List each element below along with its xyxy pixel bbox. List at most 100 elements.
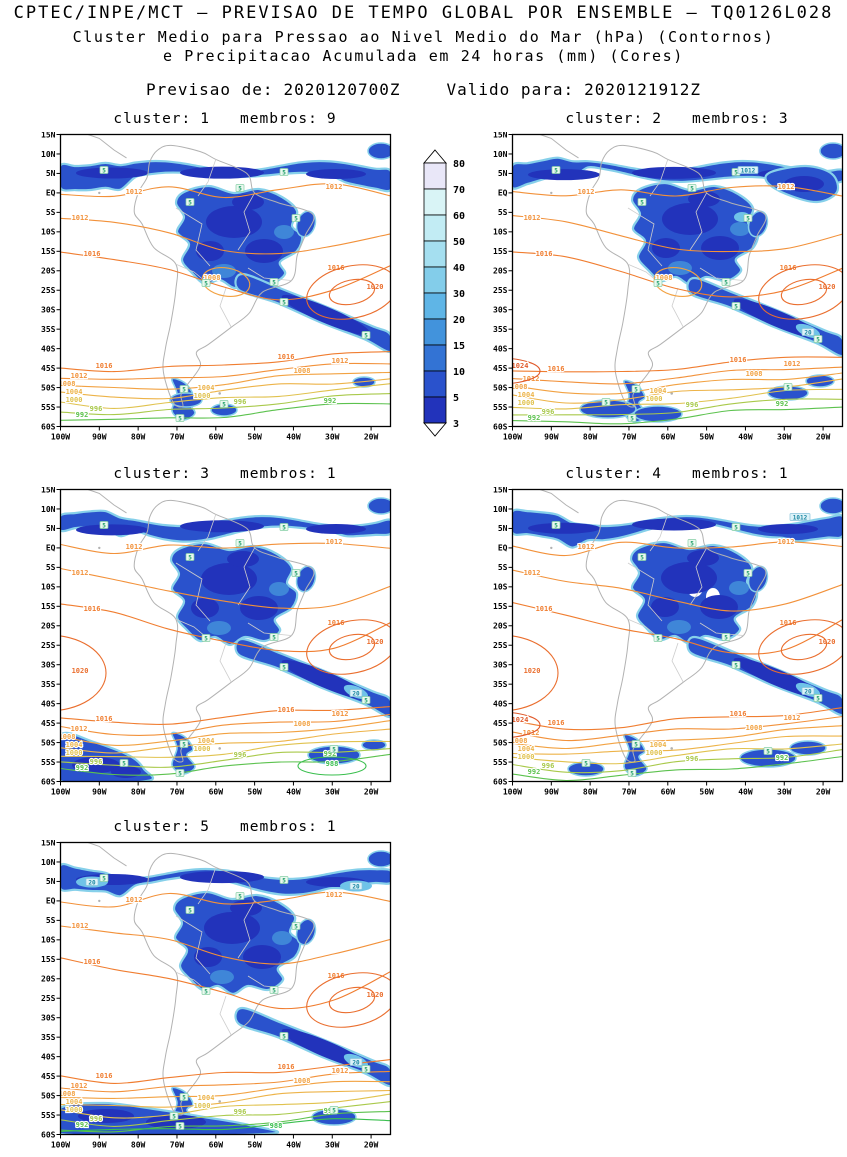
svg-text:10N: 10N	[493, 505, 508, 514]
svg-text:50S: 50S	[41, 738, 56, 747]
svg-text:5: 5	[182, 1094, 186, 1101]
svg-text:1016: 1016	[780, 264, 797, 272]
svg-text:80W: 80W	[131, 788, 146, 797]
map-frame	[59, 133, 392, 428]
svg-text:25S: 25S	[493, 641, 508, 650]
panel-cluster-4: cluster: 4 membros: 1 1012 1012 1012 1016 1016 1…	[486, 463, 846, 803]
map-frame	[511, 488, 844, 783]
svg-text:1016: 1016	[84, 250, 101, 258]
svg-text:55S: 55S	[493, 758, 508, 767]
svg-text:5: 5	[630, 770, 634, 777]
svg-text:60W: 60W	[209, 1141, 224, 1150]
svg-text:50W: 50W	[247, 788, 262, 797]
svg-text:15: 15	[453, 341, 465, 352]
svg-text:1016: 1016	[96, 362, 113, 370]
svg-text:90W: 90W	[544, 433, 559, 442]
svg-text:90W: 90W	[544, 788, 559, 797]
cluster-value: 5	[200, 819, 210, 835]
svg-text:70W: 70W	[622, 788, 637, 797]
svg-text:5: 5	[282, 664, 286, 671]
membros-value: 1	[326, 466, 337, 482]
svg-text:5S: 5S	[498, 563, 508, 572]
svg-text:5: 5	[102, 522, 106, 529]
svg-text:5: 5	[182, 741, 186, 748]
svg-text:80W: 80W	[583, 788, 598, 797]
init-time-value: 2020120700Z	[283, 80, 401, 99]
svg-text:40S: 40S	[41, 344, 56, 353]
svg-text:60S: 60S	[493, 422, 508, 431]
svg-text:1012: 1012	[778, 183, 795, 191]
svg-text:10N: 10N	[41, 858, 56, 867]
svg-text:50W: 50W	[247, 1141, 262, 1150]
svg-text:15S: 15S	[493, 247, 508, 256]
svg-text:5: 5	[178, 415, 182, 422]
svg-text:992: 992	[324, 397, 337, 405]
svg-text:5: 5	[584, 760, 588, 767]
svg-text:70W: 70W	[170, 433, 185, 442]
membros-value: 1	[778, 466, 789, 482]
svg-text:35S: 35S	[493, 325, 508, 334]
svg-text:60S: 60S	[41, 1130, 56, 1139]
svg-text:30S: 30S	[493, 306, 508, 315]
svg-text:1008: 1008	[294, 720, 311, 728]
svg-text:1004: 1004	[650, 387, 667, 395]
svg-text:5: 5	[332, 746, 336, 753]
svg-text:1004: 1004	[650, 741, 667, 749]
svg-text:5: 5	[634, 741, 638, 748]
svg-text:996: 996	[234, 751, 247, 759]
cluster-value: 3	[200, 466, 210, 482]
svg-text:EQ: EQ	[498, 189, 508, 198]
svg-text:5: 5	[294, 215, 298, 222]
svg-text:1012: 1012	[578, 188, 595, 196]
membros-label: membros:	[240, 466, 318, 482]
svg-text:1012: 1012	[326, 538, 343, 546]
svg-text:1016: 1016	[96, 715, 113, 723]
svg-text:25S: 25S	[41, 994, 56, 1003]
svg-text:1012: 1012	[71, 725, 88, 733]
svg-text:40S: 40S	[41, 699, 56, 708]
svg-text:5: 5	[282, 169, 286, 176]
svg-text:15N: 15N	[493, 487, 508, 494]
svg-text:5: 5	[453, 393, 459, 404]
svg-text:1016: 1016	[278, 1063, 295, 1071]
svg-text:40S: 40S	[41, 1052, 56, 1061]
svg-text:10N: 10N	[493, 150, 508, 159]
svg-text:1008: 1008	[511, 383, 528, 391]
map-frame	[59, 488, 392, 783]
valid-time-value: 2020121912Z	[584, 80, 702, 99]
svg-text:1016: 1016	[548, 365, 565, 373]
svg-text:5: 5	[766, 748, 770, 755]
svg-text:5: 5	[282, 299, 286, 306]
svg-text:15S: 15S	[41, 602, 56, 611]
svg-text:1016: 1016	[278, 706, 295, 714]
svg-text:10N: 10N	[41, 150, 56, 159]
svg-text:988: 988	[326, 760, 339, 768]
panel-title-cluster-5: cluster: 5 membros: 1	[60, 816, 390, 840]
subtitle-line-2: e Precipitacao Acumulada em 24 horas (mm…	[163, 47, 684, 65]
svg-text:5: 5	[364, 1066, 368, 1073]
svg-text:30S: 30S	[41, 661, 56, 670]
svg-text:50W: 50W	[247, 433, 262, 442]
svg-text:5N: 5N	[498, 169, 508, 178]
membros-value: 3	[778, 111, 789, 127]
svg-text:1012: 1012	[126, 543, 143, 551]
svg-text:20W: 20W	[364, 788, 379, 797]
svg-text:1008: 1008	[59, 1090, 76, 1098]
svg-text:40: 40	[453, 263, 465, 274]
svg-text:50S: 50S	[41, 1091, 56, 1100]
svg-text:30S: 30S	[41, 1014, 56, 1023]
init-time-label: Previsao de:	[145, 80, 274, 99]
svg-text:60: 60	[453, 211, 465, 222]
membros-value: 1	[326, 819, 337, 835]
svg-text:1004: 1004	[198, 737, 215, 745]
svg-text:5N: 5N	[46, 877, 56, 886]
svg-text:45S: 45S	[493, 364, 508, 373]
svg-text:5: 5	[282, 524, 286, 531]
svg-text:5: 5	[734, 169, 738, 176]
svg-text:996: 996	[90, 758, 103, 766]
svg-text:1008: 1008	[511, 737, 528, 745]
svg-text:20W: 20W	[816, 433, 831, 442]
svg-text:1020: 1020	[524, 667, 541, 675]
valid-time-label: Valido para:	[446, 80, 575, 99]
svg-text:50S: 50S	[41, 383, 56, 392]
